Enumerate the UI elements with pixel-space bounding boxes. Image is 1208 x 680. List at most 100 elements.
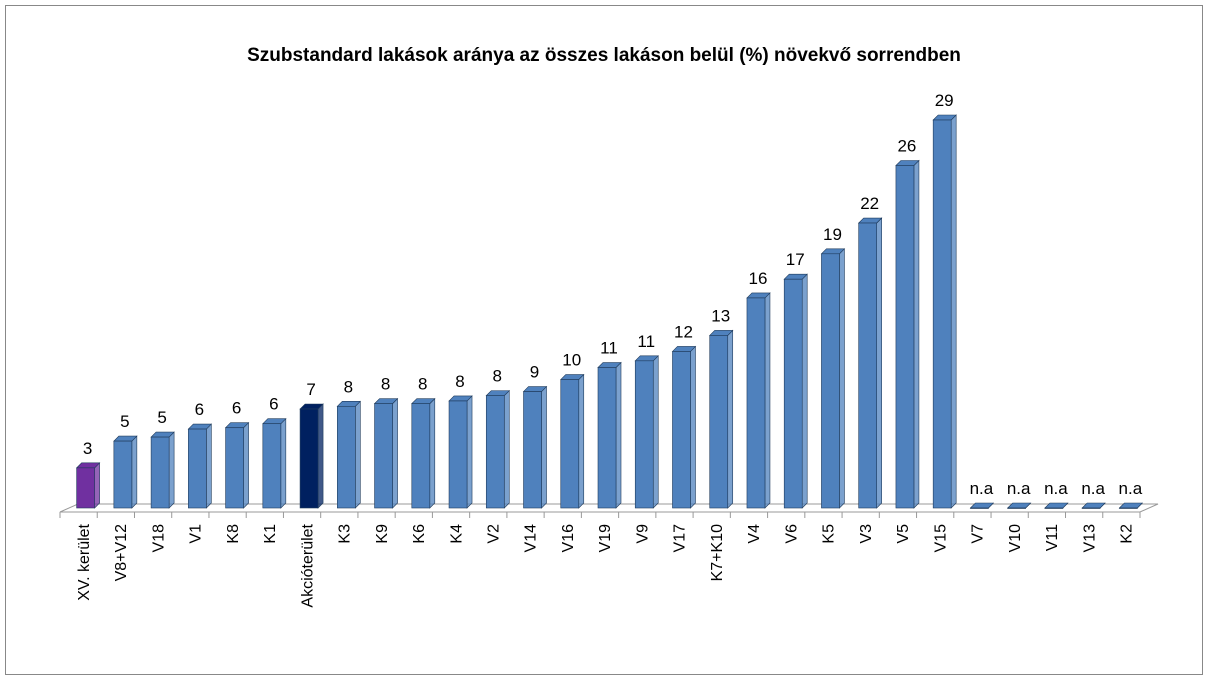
bar-side bbox=[801, 273, 808, 509]
x-tick-label: K8 bbox=[225, 524, 242, 544]
bar bbox=[225, 427, 244, 509]
data-label: 8 bbox=[493, 367, 502, 386]
data-label: n.a bbox=[1081, 479, 1105, 498]
data-label: 29 bbox=[935, 91, 954, 110]
bar-side bbox=[280, 417, 287, 509]
x-tick-label: V15 bbox=[932, 524, 949, 553]
x-tick-label: K7+K10 bbox=[709, 524, 726, 581]
bar-side bbox=[950, 114, 957, 509]
bar-side bbox=[466, 395, 473, 509]
bar-side bbox=[503, 389, 510, 509]
bar-side bbox=[541, 385, 547, 509]
bar bbox=[337, 406, 356, 509]
x-tick-label: V17 bbox=[672, 524, 689, 553]
bar-side bbox=[615, 361, 622, 509]
x-tick-label: V10 bbox=[1007, 524, 1024, 553]
x-tick-label: K2 bbox=[1119, 524, 1136, 544]
data-label: 5 bbox=[120, 412, 129, 431]
bar bbox=[188, 428, 207, 509]
data-label: 6 bbox=[195, 400, 204, 419]
bar-side bbox=[690, 345, 696, 509]
bar bbox=[485, 395, 505, 509]
bar bbox=[76, 467, 95, 509]
x-tick-label: K1 bbox=[262, 524, 279, 544]
data-label: 10 bbox=[562, 351, 581, 370]
bar bbox=[821, 253, 840, 509]
data-label: 8 bbox=[455, 372, 464, 391]
data-label: 26 bbox=[897, 136, 916, 155]
data-label: 7 bbox=[306, 380, 315, 399]
data-label: 8 bbox=[344, 377, 353, 396]
bar-side bbox=[317, 403, 324, 509]
bar bbox=[448, 400, 468, 509]
x-tick-label: V7 bbox=[970, 524, 987, 544]
data-label: 16 bbox=[749, 269, 768, 288]
bar bbox=[299, 408, 319, 509]
x-tick-label: V5 bbox=[895, 524, 912, 544]
bar bbox=[1044, 507, 1064, 509]
x-tick-label: K9 bbox=[374, 524, 391, 544]
bar bbox=[746, 297, 766, 509]
bar bbox=[150, 436, 170, 509]
x-tick-label: K5 bbox=[821, 524, 838, 544]
bar-side bbox=[839, 248, 845, 509]
bar-side bbox=[392, 397, 398, 509]
bar bbox=[932, 119, 952, 509]
data-label: 11 bbox=[637, 332, 655, 351]
data-label: 22 bbox=[860, 194, 879, 213]
bar bbox=[262, 423, 282, 509]
bar-side bbox=[243, 421, 249, 509]
data-label: 13 bbox=[711, 306, 730, 325]
data-label: 3 bbox=[83, 439, 92, 458]
bar bbox=[783, 278, 803, 509]
chart-title: Szubstandard lakások aránya az összes la… bbox=[247, 45, 961, 66]
x-tick-label: V9 bbox=[634, 524, 651, 544]
bar-side bbox=[206, 423, 212, 509]
bar bbox=[709, 335, 729, 509]
data-label: 8 bbox=[418, 375, 427, 394]
bar bbox=[113, 440, 133, 509]
chart-border bbox=[5, 5, 1203, 675]
bar bbox=[970, 507, 989, 509]
x-tick-label: XV. kerület bbox=[76, 523, 93, 600]
x-tick-label: V1 bbox=[188, 524, 205, 544]
x-tick-label: V3 bbox=[858, 524, 875, 544]
data-label: 6 bbox=[269, 395, 278, 414]
data-label: 5 bbox=[157, 408, 166, 427]
data-label: n.a bbox=[1119, 479, 1143, 498]
bar-side bbox=[652, 355, 659, 509]
bar-side bbox=[876, 217, 882, 509]
x-tick-label: V6 bbox=[783, 524, 800, 544]
bar-side bbox=[913, 159, 920, 509]
bar-side bbox=[168, 431, 175, 509]
bar-side bbox=[94, 462, 100, 509]
x-tick-label: K3 bbox=[337, 524, 354, 544]
bar bbox=[1007, 507, 1026, 509]
bar-side bbox=[764, 292, 771, 509]
bar bbox=[523, 391, 542, 509]
x-tick-label: V8+V12 bbox=[113, 524, 130, 581]
bar bbox=[672, 351, 691, 509]
bar-side bbox=[429, 397, 436, 509]
x-tick-label: Akcióterület bbox=[299, 523, 316, 607]
bar-side bbox=[578, 373, 585, 509]
bar bbox=[560, 379, 580, 509]
x-tick-label: K6 bbox=[411, 524, 428, 544]
x-tick-label: V4 bbox=[746, 524, 763, 544]
bar-side bbox=[131, 435, 138, 509]
x-tick-label: V14 bbox=[523, 524, 540, 553]
bar-side bbox=[355, 400, 361, 509]
x-tick-label: V2 bbox=[485, 524, 502, 544]
data-label: 11 bbox=[600, 339, 618, 358]
x-tick-label: V16 bbox=[560, 524, 577, 553]
x-tick-label: V19 bbox=[597, 524, 614, 553]
data-label: 6 bbox=[232, 399, 241, 418]
data-label: n.a bbox=[1007, 479, 1031, 498]
bar bbox=[858, 222, 877, 509]
bar-side bbox=[727, 329, 734, 509]
data-label: n.a bbox=[970, 479, 994, 498]
data-label: 19 bbox=[823, 225, 842, 244]
data-label: n.a bbox=[1044, 479, 1068, 498]
